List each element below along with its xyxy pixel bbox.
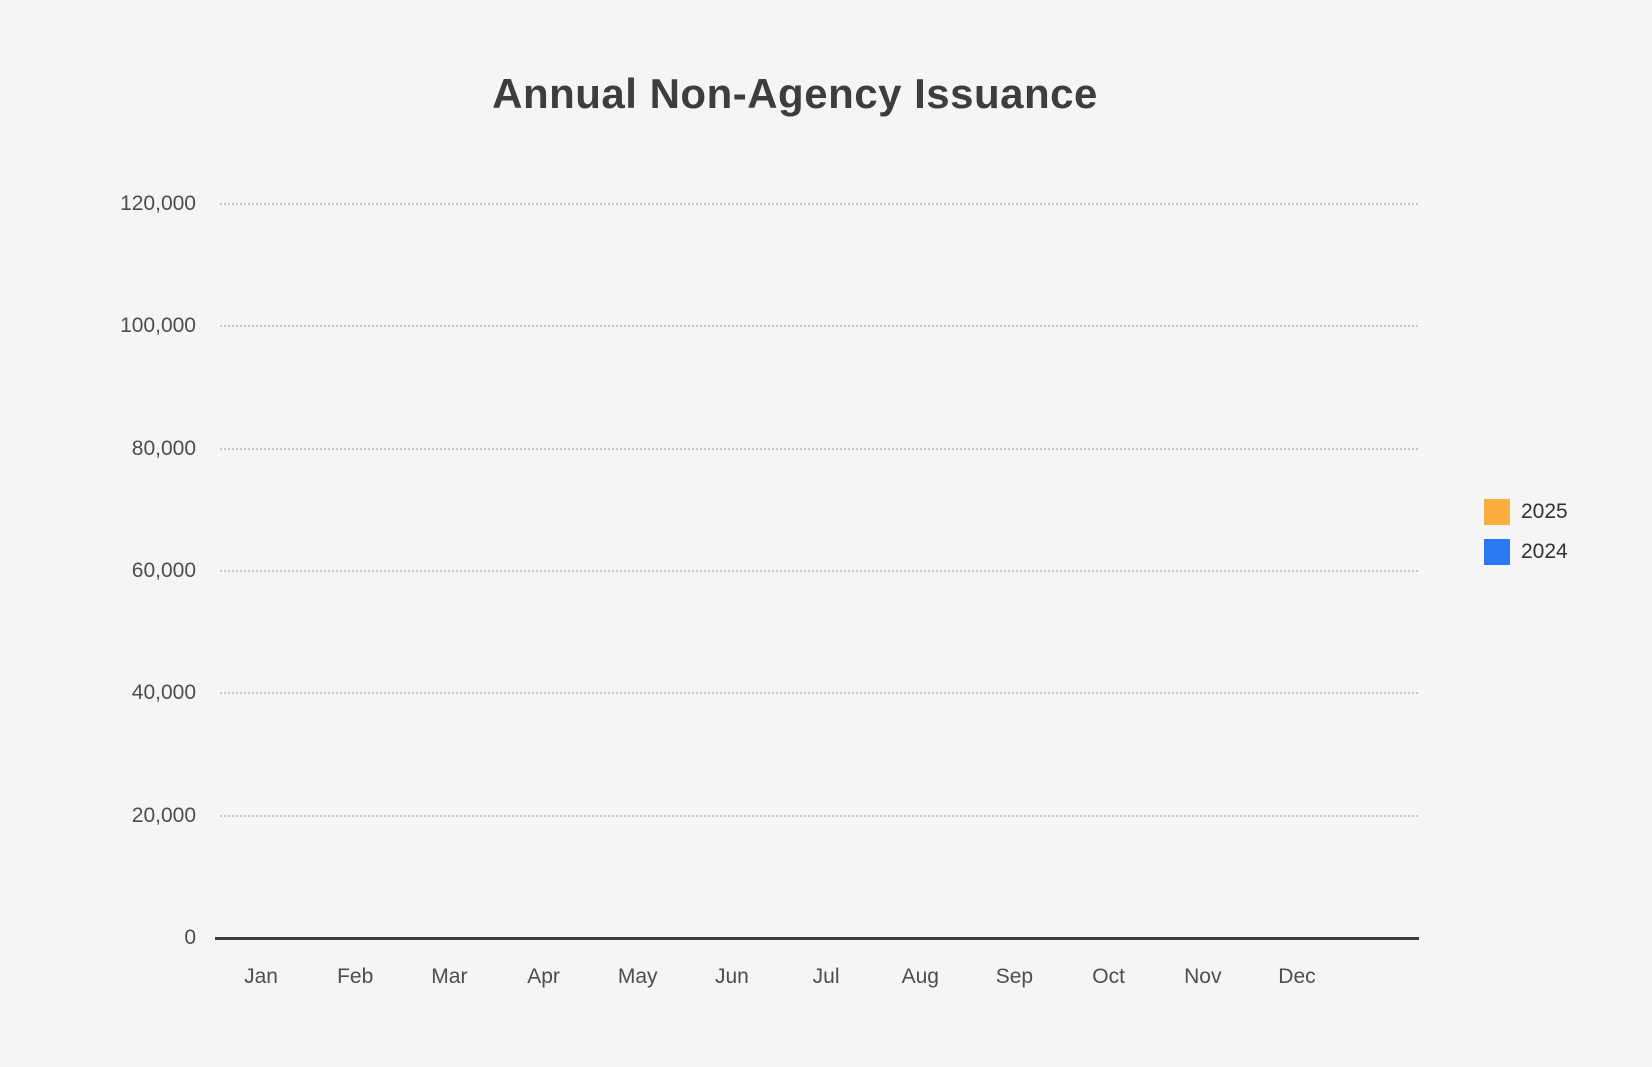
gridline-20000	[220, 814, 1418, 817]
y-tick-label-0: 0	[184, 926, 196, 949]
gridline-120000	[220, 203, 1418, 206]
y-tick-label-100000: 100,000	[120, 314, 196, 338]
x-tick-label-jul: Jul	[812, 965, 840, 988]
x-tick-label-jan: Jan	[244, 965, 278, 988]
gridline-60000	[220, 570, 1418, 572]
legend-item-2024[interactable]: 2024	[1484, 539, 1568, 565]
x-tick-label-jun: Jun	[714, 965, 749, 988]
x-tick-label-sep: Sep	[995, 965, 1034, 988]
legend-label-2024: 2024	[1521, 540, 1568, 563]
y-tick-label-40000: 40,000	[131, 681, 196, 705]
gridline-100000	[220, 325, 1418, 328]
x-tick-label-apr: Apr	[527, 965, 560, 988]
legend-swatch-2024	[1484, 539, 1510, 565]
legend: 2025 2024	[1484, 499, 1568, 579]
y-tick-label-120000: 120,000	[120, 192, 196, 216]
legend-label-2025: 2025	[1521, 500, 1568, 523]
gridline-80000	[220, 447, 1418, 450]
x-tick-label-oct: Oct	[1092, 965, 1125, 988]
y-tick-label-80000: 80,000	[131, 436, 196, 460]
x-tick-label-may: May	[617, 965, 658, 988]
gridline-40000	[220, 692, 1418, 695]
y-tick-label-20000: 20,000	[131, 803, 196, 827]
y-tick-label-60000: 60,000	[131, 559, 196, 582]
legend-item-2025[interactable]: 2025	[1484, 499, 1568, 525]
x-tick-label-dec: Dec	[1278, 965, 1316, 988]
x-tick-label-aug: Aug	[901, 965, 939, 988]
x-tick-label-feb: Feb	[337, 965, 374, 988]
x-tick-label-mar: Mar	[431, 965, 468, 988]
chart-title: Annual Non-Agency Issuance	[492, 70, 1098, 117]
x-axis-line	[215, 937, 1419, 940]
x-tick-label-nov: Nov	[1184, 965, 1222, 988]
legend-swatch-2025	[1484, 499, 1510, 525]
